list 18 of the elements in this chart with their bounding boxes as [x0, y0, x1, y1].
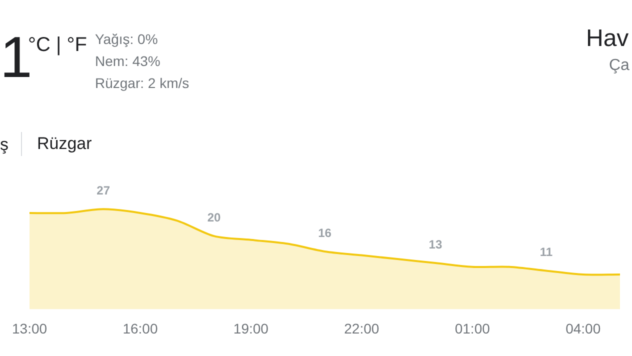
text: Ça [609, 57, 630, 75]
x-tick-label: 19:00 [233, 320, 269, 336]
data-label: 20 [207, 210, 222, 224]
x-tick-label: 01:00 [454, 320, 490, 336]
x-tick-label: 04:00 [566, 320, 601, 336]
text: Hav [586, 25, 629, 53]
text: ş [0, 135, 8, 155]
text: Yağış: 0% [95, 31, 158, 47]
x-tick-label: 22:00 [344, 320, 380, 336]
data-label: 13 [428, 237, 442, 252]
text: Rüzgar [37, 134, 92, 154]
data-label: 11 [540, 245, 553, 260]
data-label: 16 [318, 226, 332, 240]
data-label: 27 [96, 183, 110, 198]
text: Rüzgar: 2 km/s [95, 75, 190, 91]
text: Nem: 43% [95, 53, 160, 69]
x-tick-label: 16:00 [122, 320, 158, 336]
x-tick-label: 13:00 [12, 320, 48, 336]
